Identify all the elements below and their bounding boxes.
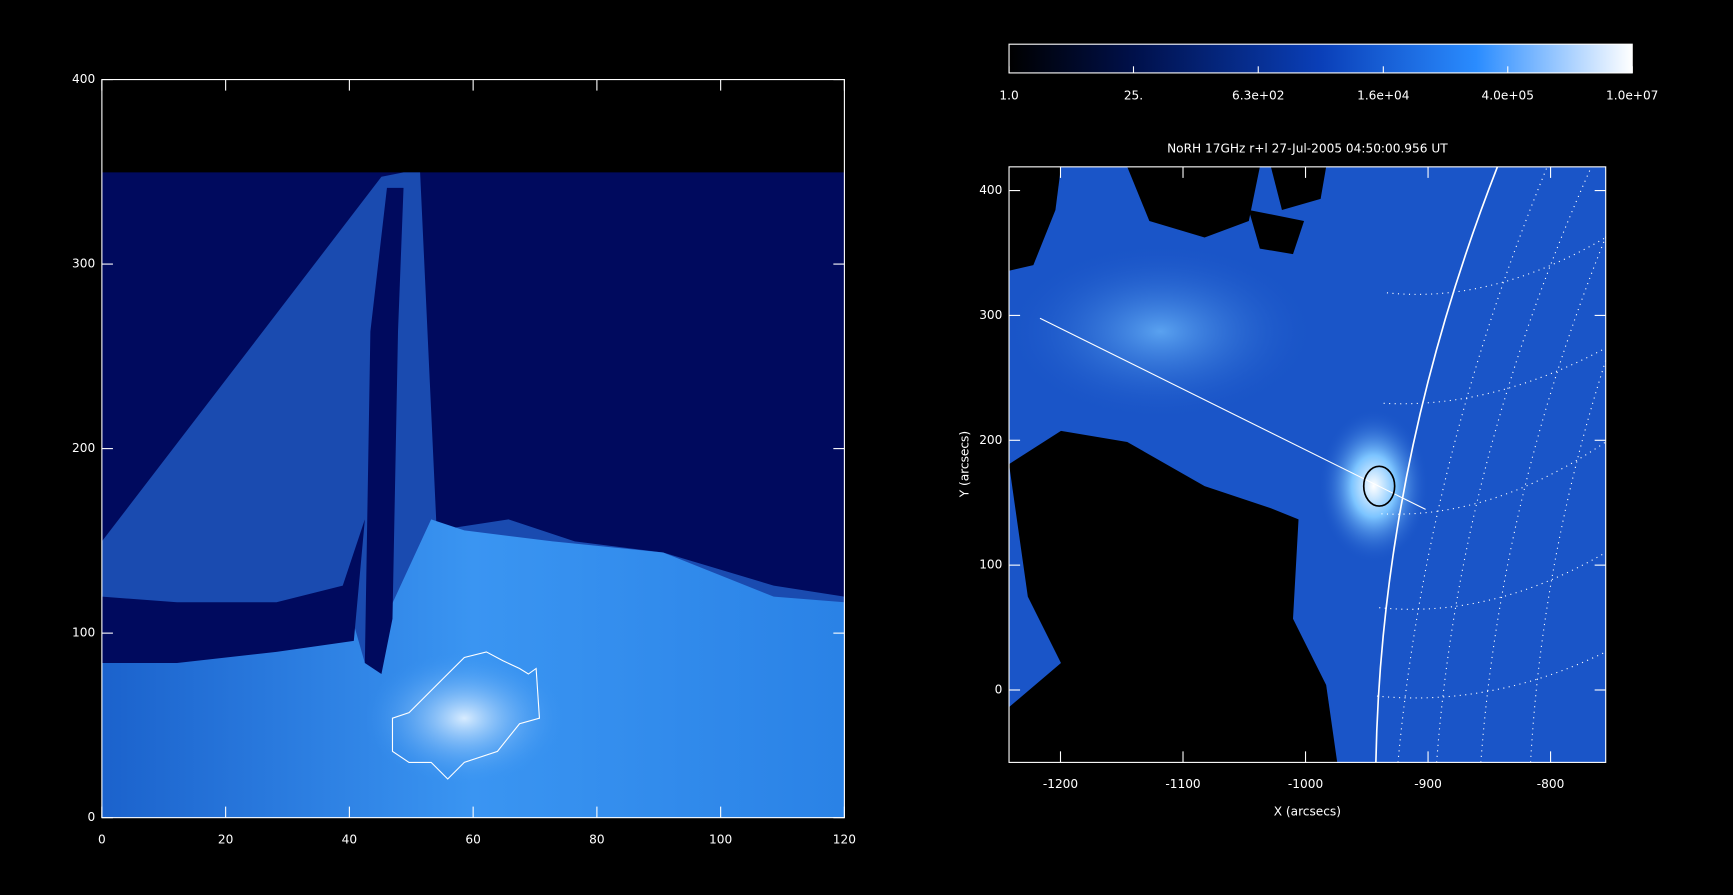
y-axis-label: Y (arcsecs) xyxy=(957,431,971,498)
chart-title: NoRH 17GHz r+l 27-Jul-2005 04:50:00.956 … xyxy=(1167,142,1448,156)
x-tick-label: -900 xyxy=(1414,777,1442,791)
colorbar-tick-label: 1.0 xyxy=(999,89,1018,103)
y-tick-label: 0 xyxy=(995,682,1003,696)
colorbar-tick-label: 1.6e+04 xyxy=(1357,89,1410,103)
x-tick-label: 60 xyxy=(465,832,480,846)
plot-frame xyxy=(1008,166,1607,763)
colorbar-tick-label: 6.3e+02 xyxy=(1232,89,1284,103)
y-tick-label: 100 xyxy=(979,558,1002,572)
y-tick-label: 200 xyxy=(72,441,95,455)
colorbar-tick-label: 4.0e+05 xyxy=(1482,89,1534,103)
y-tick-label: 100 xyxy=(72,626,95,640)
y-tick-label: 300 xyxy=(979,308,1002,322)
colorbar xyxy=(1008,43,1633,74)
right-image xyxy=(1009,166,1606,763)
left-image xyxy=(101,172,845,818)
y-tick-label: 400 xyxy=(979,183,1002,197)
y-tick-label: 400 xyxy=(72,72,95,86)
x-tick-label: 0 xyxy=(98,832,106,846)
x-tick-label: 20 xyxy=(218,832,233,846)
colorbar-tick-label: 25. xyxy=(1124,89,1143,103)
x-tick-label: 80 xyxy=(589,832,604,846)
x-tick-label: 120 xyxy=(833,832,856,846)
x-tick-label: 40 xyxy=(342,832,357,846)
y-tick-label: 0 xyxy=(88,810,96,824)
colorbar-tick-label: 1.0e+07 xyxy=(1606,89,1658,103)
x-tick-label: -1000 xyxy=(1288,777,1323,791)
x-axis-label: X (arcsecs) xyxy=(1274,805,1341,819)
y-tick-label: 300 xyxy=(72,257,95,271)
x-tick-label: -1200 xyxy=(1043,777,1078,791)
y-tick-label: 200 xyxy=(979,433,1002,447)
x-tick-label: 100 xyxy=(709,832,732,846)
x-tick-label: -800 xyxy=(1537,777,1565,791)
x-tick-label: -1100 xyxy=(1165,777,1200,791)
